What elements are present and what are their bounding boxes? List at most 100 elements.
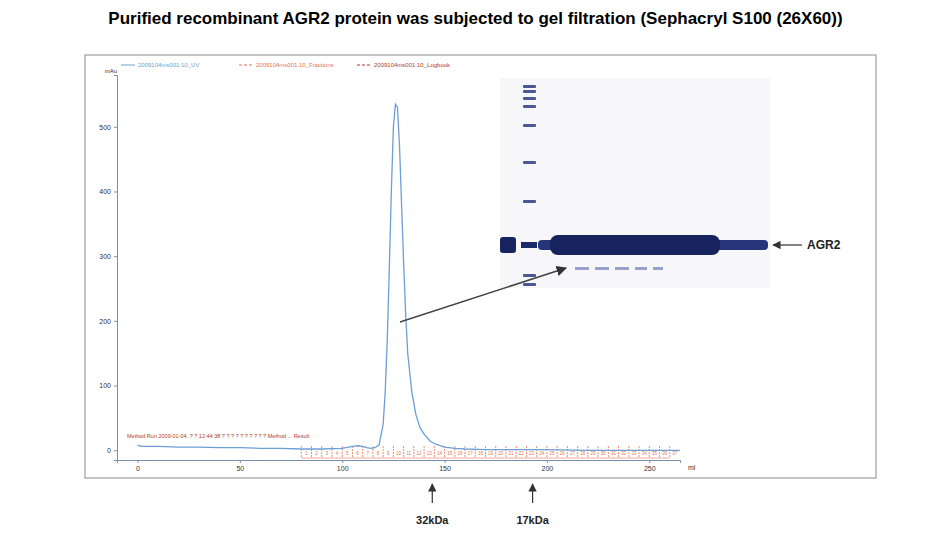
x-axis: 050100150200250	[118, 460, 681, 472]
agr2-label: AGR2	[807, 238, 841, 252]
x-tick: 100	[337, 460, 349, 472]
fraction-tick	[444, 446, 445, 458]
fraction-label: 14	[437, 451, 443, 456]
legend-label: 2009104ms001:10_Logbook	[374, 62, 451, 68]
size-markers: 32kDa17kDa	[416, 484, 550, 526]
fraction-label: 8	[377, 451, 380, 456]
gel-faint-band	[575, 267, 589, 270]
gel-inset	[500, 78, 770, 288]
peak-to-gel-arrow	[400, 268, 566, 322]
gel-ladder-band	[523, 283, 536, 286]
fraction-label: 3	[326, 451, 329, 456]
gel-band	[550, 235, 720, 255]
x-tick: 200	[542, 460, 554, 472]
size-marker-arrow	[432, 484, 433, 503]
fraction-tick	[495, 446, 496, 458]
legend-item: 2009104ms001:10_Fractions	[239, 62, 334, 68]
fraction-tick	[546, 446, 547, 458]
fraction-tick	[311, 446, 312, 458]
fraction-tick	[403, 446, 404, 458]
x-tick-label: 0	[136, 465, 140, 472]
y-tick-mark	[114, 127, 117, 128]
fraction-tick	[485, 446, 486, 458]
fraction-label: 31	[611, 451, 617, 456]
fraction-label: 22	[519, 451, 525, 456]
fraction-tick	[526, 446, 527, 458]
y-axis: 0100200300400500	[99, 76, 117, 461]
x-tick-label: 200	[542, 465, 554, 472]
y-tick-mark	[114, 191, 117, 192]
fraction-tick	[669, 446, 670, 458]
y-tick-mark	[114, 321, 117, 322]
agr2-arrow	[773, 244, 802, 245]
fraction-tick	[352, 446, 353, 458]
x-tick-mark	[342, 460, 343, 463]
x-tick: 0	[136, 460, 140, 472]
fraction-tick	[383, 446, 384, 458]
legend-item: 2009104ms001:10_Logbook	[357, 62, 451, 68]
x-tick: 250	[644, 460, 656, 472]
background	[0, 0, 951, 535]
gel-faint-band	[635, 267, 647, 270]
fraction-label: 26	[560, 451, 566, 456]
legend: 2009104ms001:10_UV 2009104ms001:10_Fracti…	[121, 62, 451, 68]
legend-item: 2009104ms001:10_UV	[121, 62, 199, 68]
x-tick-label: 250	[644, 465, 656, 472]
y-tick: 300	[99, 253, 117, 260]
x-tick-mark	[240, 460, 241, 463]
fractions	[301, 446, 670, 458]
fraction-tick	[321, 446, 322, 458]
fraction-tick	[465, 446, 466, 458]
fraction-label: 36	[662, 451, 668, 456]
fraction-label: 7	[367, 451, 370, 456]
gel-ladder-band	[521, 242, 537, 248]
fraction-tick	[434, 446, 435, 458]
fraction-label: 20	[498, 451, 504, 456]
y-tick-mark	[114, 386, 117, 387]
gel-band	[500, 237, 516, 253]
fraction-tick	[505, 446, 506, 458]
fraction-tick	[577, 446, 578, 458]
fraction-label: 17	[468, 451, 474, 456]
fraction-label: 37	[672, 451, 678, 456]
fraction-tick	[587, 446, 588, 458]
x-tick-label: 100	[337, 465, 349, 472]
fraction-tick	[639, 446, 640, 458]
fraction-label: 1	[305, 451, 308, 456]
x-tick-mark	[649, 460, 650, 463]
fraction-label: 18	[478, 451, 484, 456]
legend-label: 2009104ms001:10_Fractions	[256, 62, 334, 68]
fraction-label: 33	[631, 451, 637, 456]
x-tick: 50	[236, 460, 244, 472]
legend-label: 2009104ms001:10_UV	[138, 62, 199, 68]
y-tick-label: 400	[99, 188, 111, 195]
fraction-tick	[424, 446, 425, 458]
fraction-label: 4	[336, 451, 339, 456]
fraction-label: 12	[416, 451, 422, 456]
y-axis-title: mAu	[105, 68, 117, 74]
fraction-tick	[301, 446, 302, 458]
fraction-label: 9	[387, 451, 390, 456]
y-tick: 100	[99, 382, 117, 389]
chart-root: Purified recombinant AGR2 protein was su…	[0, 0, 951, 535]
fraction-label: 25	[550, 451, 556, 456]
title: Purified recombinant AGR2 protein was su…	[108, 9, 842, 28]
legend-swatch	[357, 65, 371, 66]
y-tick-label: 500	[99, 124, 111, 131]
figure-frame	[85, 55, 876, 478]
x-tick-mark	[445, 460, 446, 463]
gel-ladder-band	[523, 274, 536, 277]
fraction-tick	[608, 446, 609, 458]
fraction-tick	[413, 446, 414, 458]
fraction-label: 27	[570, 451, 576, 456]
legend-swatch	[121, 65, 135, 66]
size-marker-label: 32kDa	[416, 514, 449, 526]
fraction-label: 15	[447, 451, 453, 456]
gel-ladder-band	[523, 90, 536, 93]
fraction-label: 10	[396, 451, 402, 456]
y-tick: 400	[99, 188, 117, 195]
fraction-label: 34	[642, 451, 648, 456]
x-tick-label: 50	[236, 465, 244, 472]
fraction-tick	[362, 446, 363, 458]
y-tick-label: 100	[99, 382, 111, 389]
